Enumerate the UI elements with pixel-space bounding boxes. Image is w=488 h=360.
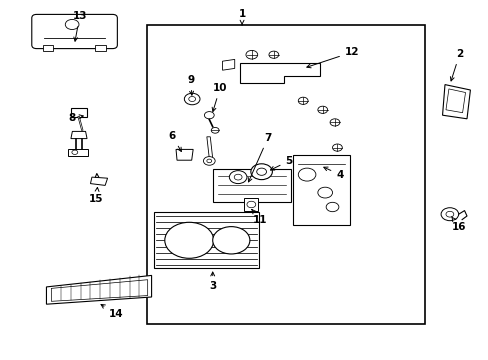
Bar — [42, 45, 53, 51]
Circle shape — [317, 106, 327, 113]
Circle shape — [329, 119, 339, 126]
Polygon shape — [239, 63, 320, 83]
Circle shape — [445, 211, 453, 217]
Circle shape — [246, 201, 255, 208]
Text: 15: 15 — [89, 188, 103, 204]
Circle shape — [211, 127, 219, 133]
Text: 16: 16 — [450, 217, 465, 232]
Circle shape — [72, 150, 78, 154]
Polygon shape — [206, 137, 212, 158]
Text: 7: 7 — [248, 133, 271, 182]
Circle shape — [250, 164, 272, 180]
Circle shape — [298, 97, 307, 104]
Circle shape — [325, 202, 338, 212]
Polygon shape — [71, 131, 87, 139]
Polygon shape — [51, 280, 147, 301]
Bar — [154, 212, 259, 268]
Text: 10: 10 — [212, 83, 227, 112]
Circle shape — [184, 93, 200, 105]
Bar — [146, 25, 425, 324]
Text: 9: 9 — [187, 75, 194, 95]
Bar — [293, 155, 349, 225]
Text: 6: 6 — [168, 131, 181, 152]
Circle shape — [234, 174, 242, 180]
Text: 8: 8 — [69, 113, 83, 123]
Text: 4: 4 — [323, 167, 343, 180]
Circle shape — [245, 50, 257, 59]
Circle shape — [440, 208, 458, 221]
Circle shape — [256, 168, 266, 175]
Text: 1: 1 — [238, 9, 245, 25]
Circle shape — [204, 112, 214, 119]
FancyBboxPatch shape — [32, 14, 117, 49]
Circle shape — [65, 19, 79, 30]
Circle shape — [203, 157, 215, 165]
Text: 12: 12 — [306, 47, 359, 68]
Bar — [68, 149, 88, 156]
Circle shape — [317, 187, 332, 198]
Circle shape — [229, 171, 246, 184]
Polygon shape — [442, 85, 469, 119]
Text: 5: 5 — [270, 156, 292, 170]
Circle shape — [206, 159, 211, 163]
Circle shape — [268, 51, 278, 58]
Bar — [244, 198, 258, 211]
Text: 11: 11 — [251, 210, 267, 225]
Polygon shape — [46, 275, 151, 304]
Text: 14: 14 — [101, 305, 123, 319]
Circle shape — [188, 96, 195, 102]
Polygon shape — [176, 149, 193, 160]
Bar — [95, 45, 106, 51]
Text: 2: 2 — [449, 49, 462, 81]
Circle shape — [164, 222, 213, 258]
Polygon shape — [445, 89, 465, 113]
Circle shape — [212, 227, 249, 254]
Polygon shape — [222, 59, 234, 70]
Circle shape — [332, 144, 342, 151]
Bar — [71, 108, 86, 117]
Text: 3: 3 — [209, 272, 216, 291]
Text: 13: 13 — [72, 11, 87, 41]
Bar — [212, 169, 290, 202]
Polygon shape — [90, 177, 107, 185]
Circle shape — [298, 168, 315, 181]
